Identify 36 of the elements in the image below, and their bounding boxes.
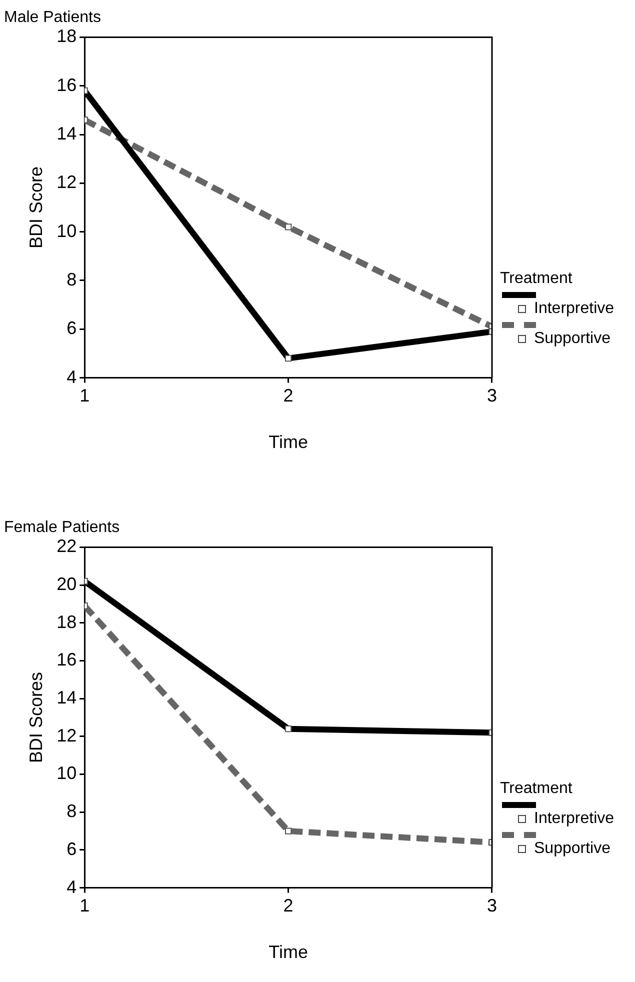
y-tick-label: 12 xyxy=(56,725,77,746)
y-axis-title: BDI Score xyxy=(26,166,46,249)
text: Interpretive xyxy=(534,300,614,318)
x-axis-title: Time xyxy=(268,942,308,962)
legend-title: Treatment xyxy=(500,270,574,288)
y-tick-label: 4 xyxy=(66,876,77,897)
y-tick-label: 16 xyxy=(56,74,77,95)
y-tick-label: 4 xyxy=(66,366,77,387)
y-tick-label: 6 xyxy=(66,318,77,338)
y-tick-label: 10 xyxy=(56,220,77,241)
text: Interpretive xyxy=(534,810,614,828)
legend-title: Treatment xyxy=(500,780,574,798)
x-axis-title: Time xyxy=(268,432,308,452)
y-tick-label: 18 xyxy=(56,26,77,46)
y-tick-label: 16 xyxy=(56,650,77,670)
x-tick-label: 2 xyxy=(283,896,294,916)
y-tick-label: 8 xyxy=(66,269,77,290)
y-tick-label: 12 xyxy=(56,172,77,192)
x-tick-label: 1 xyxy=(80,386,90,406)
y-tick-label: 10 xyxy=(56,763,77,784)
chart-title: Female Patients xyxy=(4,519,120,536)
y-tick-label: 8 xyxy=(66,801,77,822)
x-tick-label: 2 xyxy=(283,386,294,406)
y-tick-label: 14 xyxy=(56,123,77,144)
text: Supportive xyxy=(534,840,610,858)
y-tick-label: 20 xyxy=(56,574,77,594)
x-tick-label: 3 xyxy=(486,896,497,916)
x-tick-label: 1 xyxy=(80,896,90,916)
y-tick-label: 18 xyxy=(56,612,77,632)
y-tick-label: 14 xyxy=(56,688,77,708)
chart-title: Male Patients xyxy=(4,9,101,26)
y-tick-label: 6 xyxy=(66,838,77,859)
y-axis-title: BDI Scores xyxy=(26,672,46,764)
text: Supportive xyxy=(534,330,610,348)
x-tick-label: 3 xyxy=(486,386,497,406)
y-tick-label: 22 xyxy=(56,536,77,556)
